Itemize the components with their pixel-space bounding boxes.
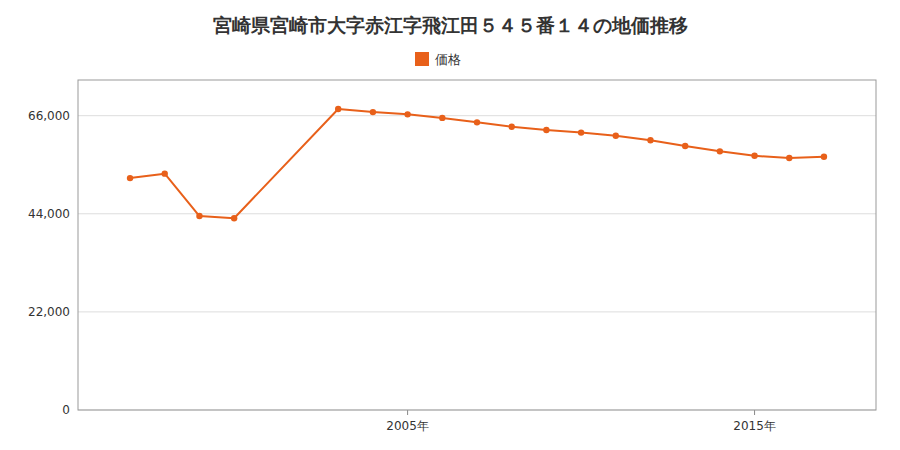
point xyxy=(474,119,480,125)
point xyxy=(335,106,341,112)
legend: 価格 xyxy=(415,52,461,67)
point xyxy=(647,137,653,143)
data-area xyxy=(127,106,827,222)
point xyxy=(786,155,792,161)
point xyxy=(682,143,688,149)
line xyxy=(130,109,824,218)
x-tick-label: 2005年 xyxy=(386,419,429,433)
y-tick-label: 0 xyxy=(62,403,70,417)
point xyxy=(751,153,757,159)
y-tick-label: 66,000 xyxy=(28,109,70,123)
grid xyxy=(78,116,876,410)
point xyxy=(578,129,584,135)
point xyxy=(127,175,133,181)
point xyxy=(717,148,723,154)
point xyxy=(162,170,168,176)
y-tick-label: 22,000 xyxy=(28,305,70,319)
point xyxy=(543,127,549,133)
point xyxy=(404,111,410,117)
point xyxy=(439,115,445,121)
plot-frame xyxy=(78,80,876,410)
point xyxy=(196,213,202,219)
title: 宮崎県宮崎市大字赤江字飛江田５４５番１４の地価推移 xyxy=(213,14,688,36)
point xyxy=(508,124,514,130)
grid-line xyxy=(78,115,876,116)
x-tick-label: 2015年 xyxy=(733,419,776,433)
y-tick-label: 44,000 xyxy=(28,207,70,221)
chart-container: 宮崎県宮崎市大字赤江字飛江田５４５番１４の地価推移 0 22,000 44,000 66… xyxy=(0,0,900,450)
grid-line xyxy=(78,311,876,312)
point xyxy=(231,215,237,221)
point xyxy=(821,154,827,160)
x-tick xyxy=(407,410,408,415)
legend-label: 価格 xyxy=(435,52,461,67)
background xyxy=(0,0,900,450)
chart: 宮崎県宮崎市大字赤江字飛江田５４５番１４の地価推移 0 22,000 44,000 66… xyxy=(0,0,900,450)
point xyxy=(370,109,376,115)
legend-swatch xyxy=(415,52,429,66)
x-tick xyxy=(754,410,755,415)
point xyxy=(613,133,619,139)
